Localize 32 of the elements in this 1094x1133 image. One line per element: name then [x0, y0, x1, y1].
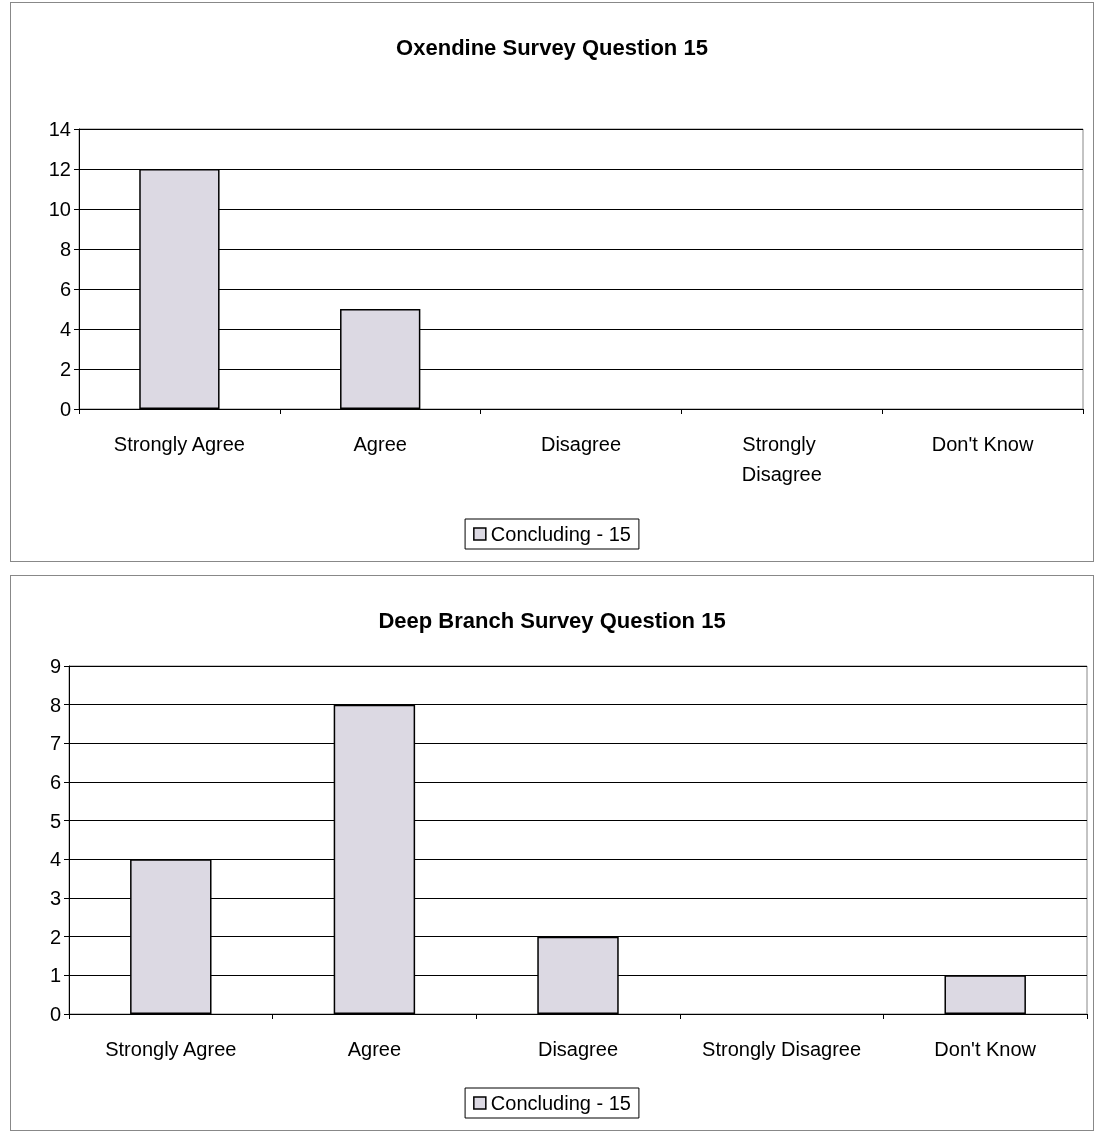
y-tick-label: 9 [49, 655, 61, 677]
y-tick-label: 10 [48, 198, 71, 220]
y-tick-label: 0 [49, 1003, 61, 1025]
legend-label: Concluding - 15 [490, 1092, 631, 1114]
y-tick-label: 8 [49, 693, 61, 716]
y-tick-label: 6 [49, 771, 61, 793]
y-tick-label: 0 [59, 398, 71, 420]
chart-title: Deep Branch Survey Question 15 [378, 607, 726, 633]
y-tick-label: 7 [49, 732, 61, 755]
x-tick-label: Disagree [537, 1038, 619, 1060]
legend-label: Concluding - 15 [490, 523, 631, 545]
y-tick-label: 1 [49, 964, 61, 987]
y-tick-label: 8 [59, 238, 71, 260]
y-tick-label: 14 [48, 118, 71, 140]
y-tick-label: 5 [49, 809, 61, 832]
y-tick-label: 6 [59, 278, 71, 300]
x-tick-label: Disagree [540, 433, 622, 455]
y-tick-label: 3 [49, 887, 61, 909]
x-tick-label: Agree [353, 433, 407, 455]
y-tick-label: 4 [59, 318, 71, 340]
x-tick-label: Strongly Agree [113, 433, 245, 455]
y-tick-label: 12 [48, 158, 71, 180]
x-tick-label: Don't Know [934, 1038, 1037, 1060]
y-tick-label: 2 [49, 925, 61, 948]
x-tick-label: Strongly Disagree [702, 1038, 862, 1060]
y-tick-label: 2 [59, 358, 71, 380]
x-tick-label: Don't Know [931, 433, 1034, 455]
y-tick-label: 4 [49, 848, 61, 871]
x-tick-label: Strongly Disagree [741, 433, 822, 485]
x-tick-label: Strongly Agree [105, 1038, 237, 1060]
x-tick-label: Agree [347, 1038, 402, 1060]
chart-title: Oxendine Survey Question 15 [396, 34, 708, 60]
